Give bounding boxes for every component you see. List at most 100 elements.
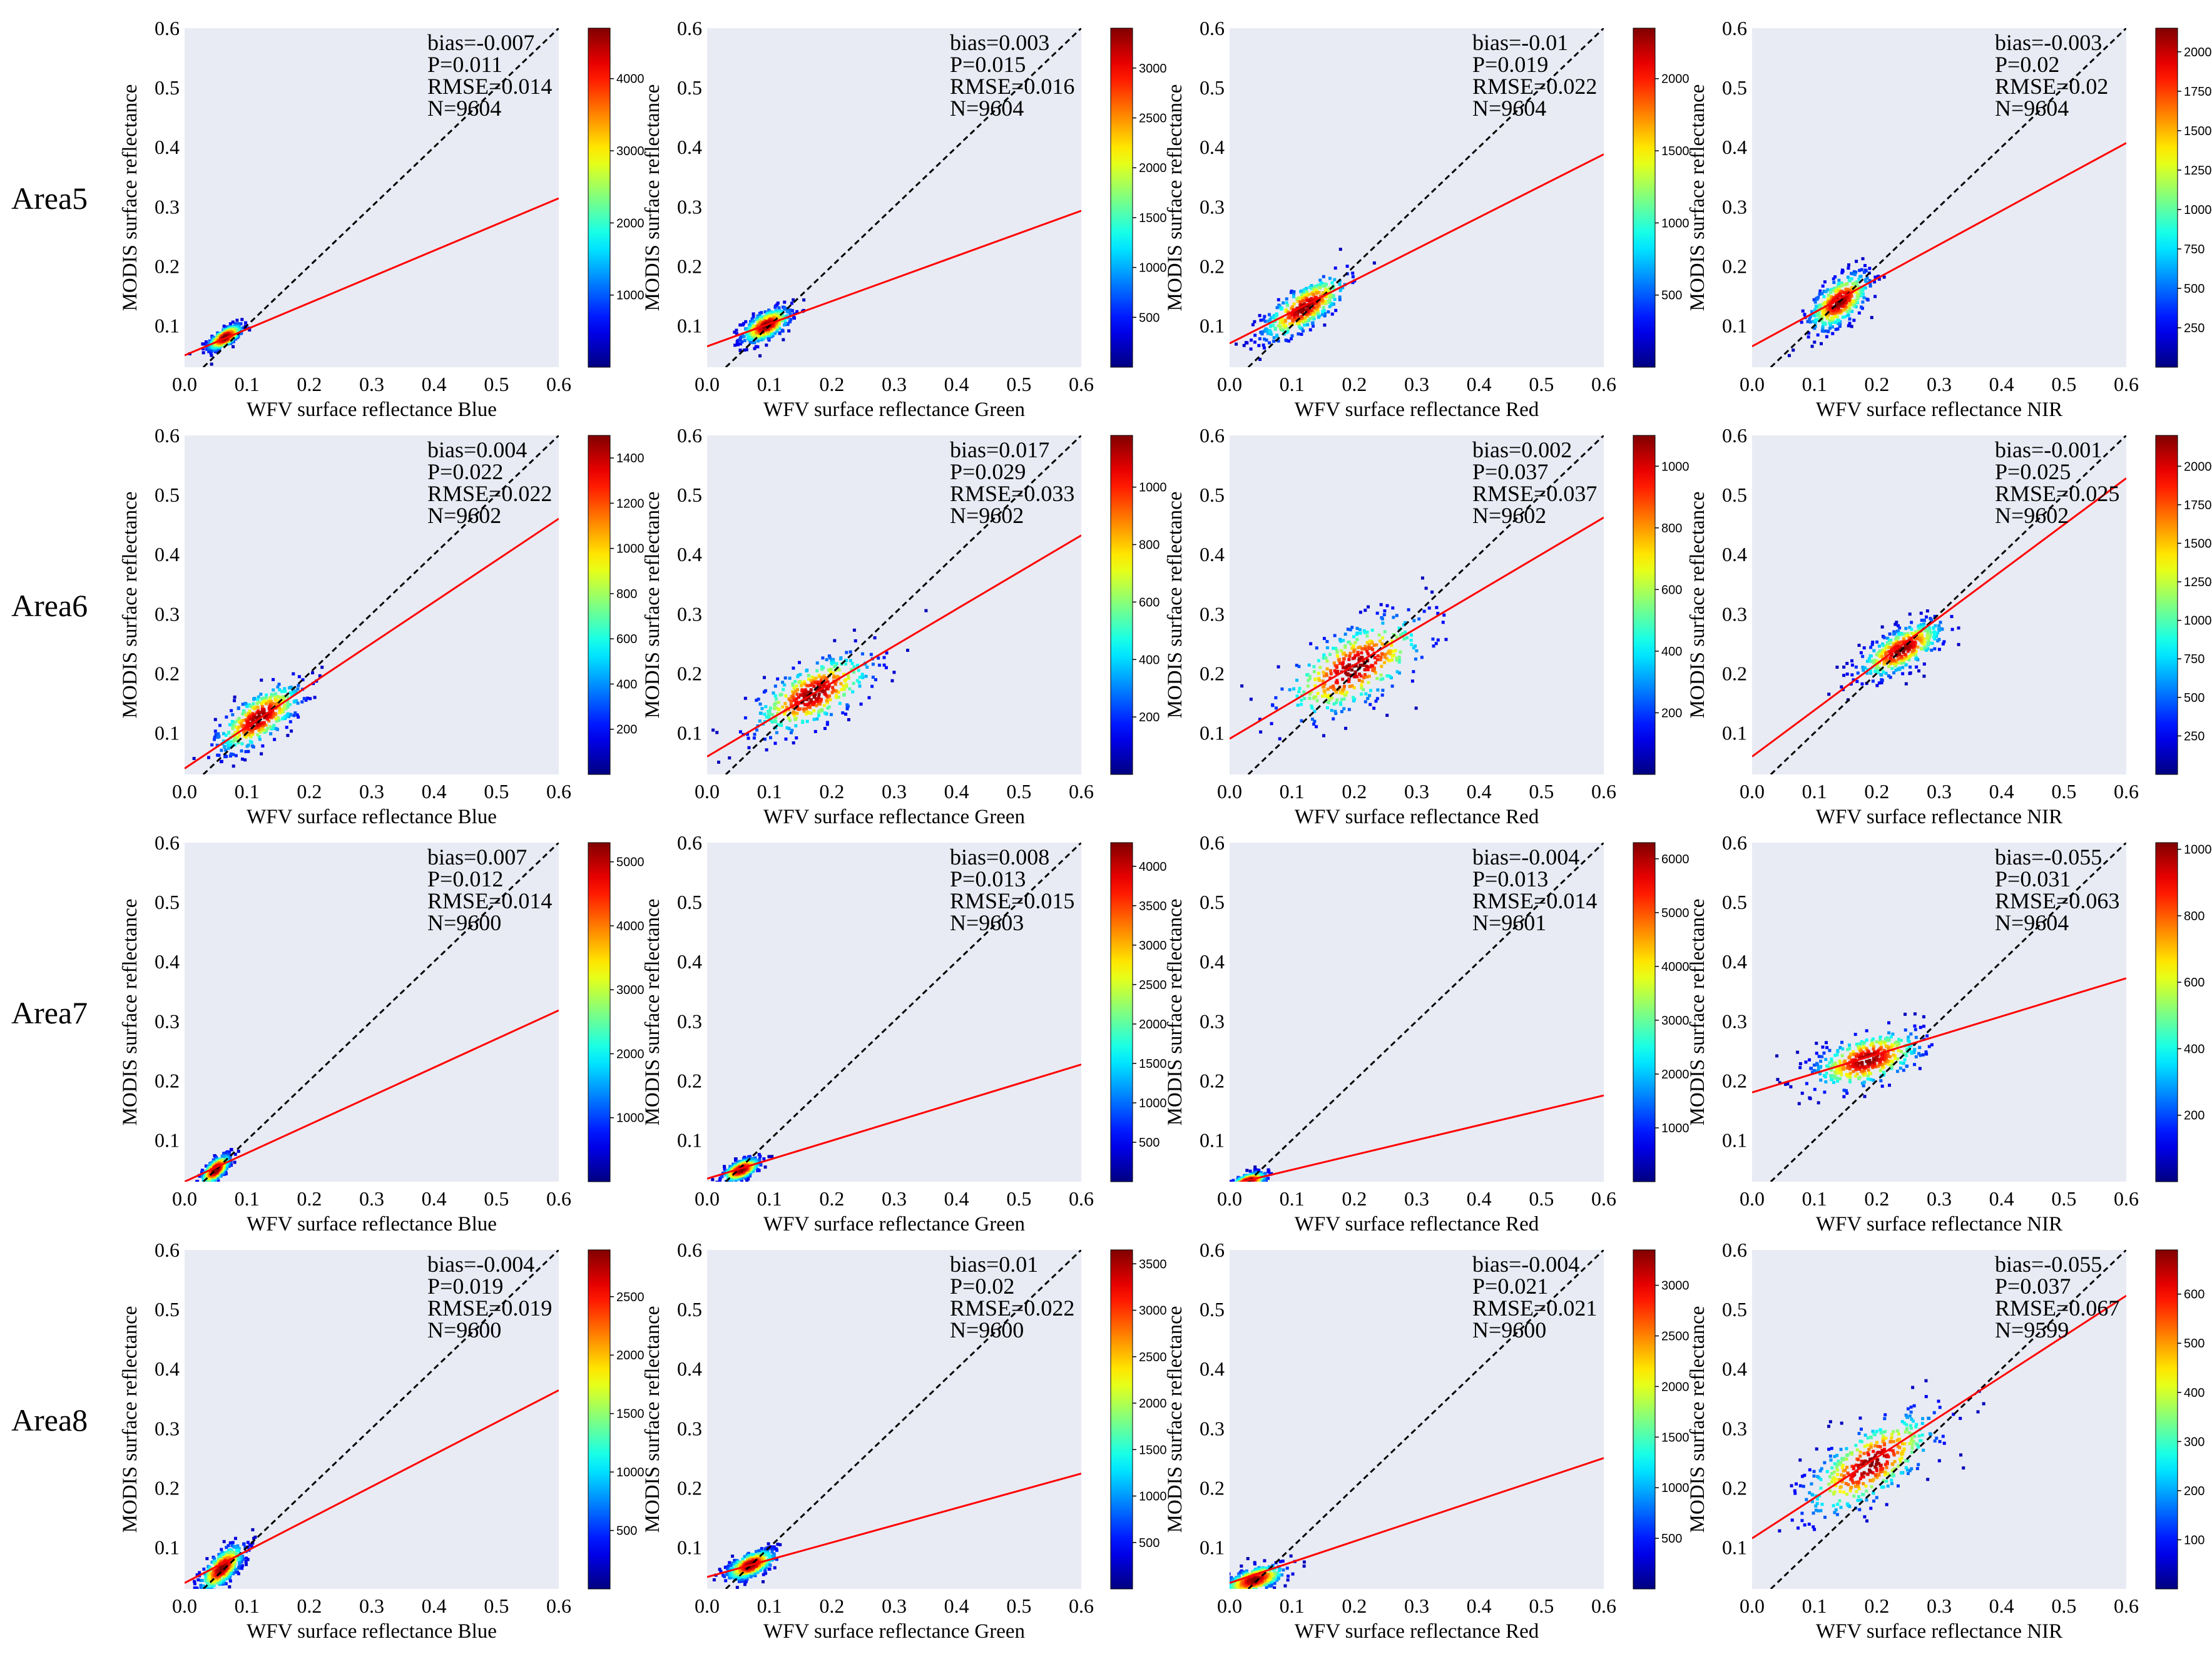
scatter-point — [1912, 633, 1915, 637]
scatter-point — [1910, 621, 1914, 624]
scatter-point — [1898, 646, 1902, 650]
scatter-point — [1316, 311, 1320, 315]
scatter-point — [1325, 706, 1329, 709]
scatter-point — [1902, 661, 1906, 664]
scatter-point — [1877, 275, 1880, 278]
scatter-point — [839, 682, 843, 686]
row-label-area5: Area5 — [11, 181, 88, 216]
x-tick-label: 0.6 — [1069, 373, 1094, 395]
scatter-point — [1851, 282, 1855, 286]
colorbar-tick-label: 2000 — [2184, 46, 2212, 59]
scatter-point — [1261, 330, 1265, 334]
scatter-point — [823, 692, 827, 696]
scatter-point — [1365, 675, 1368, 679]
scatter-point — [1883, 649, 1887, 652]
scatter-point — [1854, 270, 1858, 274]
colorbar-tick-label: 1000 — [1139, 481, 1167, 495]
scatter-point — [820, 667, 824, 671]
scatter-point — [240, 719, 243, 723]
scatter-point — [249, 713, 253, 716]
scatter-point — [1246, 1187, 1249, 1190]
scatter-point — [1233, 1183, 1236, 1186]
scatter-point — [835, 662, 838, 666]
scatter-point — [1847, 263, 1851, 266]
scatter-point — [253, 713, 257, 717]
scatter-point — [769, 332, 773, 336]
colorbar-tick-label: 1750 — [2184, 499, 2212, 512]
scatter-point — [1289, 291, 1293, 295]
scatter-point — [1397, 660, 1401, 664]
scatter-point — [1880, 681, 1883, 684]
scatter-point — [1352, 635, 1355, 639]
scatter-point — [775, 330, 779, 333]
x-tick-label: 0.4 — [944, 1187, 969, 1210]
scatter-point — [735, 332, 738, 336]
panel-area5-blue: 0.0 0.1 0.2 0.3 0.4 0.5 0.60.10.20.30.40.50.6W… — [119, 17, 645, 421]
scatter-point — [1353, 698, 1357, 701]
scatter-point — [780, 328, 784, 332]
scatter-point — [835, 676, 838, 679]
scatter-point — [1368, 703, 1372, 706]
scatter-point — [1359, 674, 1363, 678]
scatter-point — [1344, 726, 1348, 730]
scatter-point — [1926, 647, 1930, 651]
scatter-point — [1877, 277, 1881, 281]
scatter-point — [1924, 629, 1927, 632]
scatter-point — [774, 325, 778, 329]
scatter-point — [1257, 343, 1261, 347]
x-tick-label: 0.5 — [1006, 1187, 1031, 1210]
scatter-point — [205, 1184, 208, 1187]
scatter-point — [1360, 686, 1363, 689]
scatter-density-points — [707, 28, 1081, 367]
scatter-point — [1834, 290, 1838, 294]
scatter-point — [255, 702, 259, 706]
one-to-one-line — [202, 435, 559, 774]
scatter-point — [286, 702, 290, 706]
scatter-point — [1271, 704, 1275, 708]
colorbar-tick-label: 800 — [1661, 522, 1682, 535]
scatter-point — [1301, 319, 1305, 323]
scatter-point — [1880, 625, 1884, 629]
scatter-point — [1323, 312, 1327, 315]
scatter-point — [825, 657, 828, 661]
scatter-point — [1837, 283, 1840, 287]
scatter-point — [775, 313, 779, 317]
scatter-point — [1310, 718, 1314, 721]
scatter-point — [1826, 297, 1830, 301]
scatter-point — [1820, 315, 1824, 318]
scatter-point — [1241, 1182, 1245, 1185]
scatter-point — [1244, 1182, 1247, 1185]
scatter-point — [1873, 662, 1877, 666]
scatter-point — [1919, 611, 1923, 615]
scatter-point — [232, 340, 235, 343]
scatter-point — [1873, 280, 1877, 284]
scatter-point — [1320, 313, 1324, 317]
scatter-point — [1898, 641, 1902, 645]
scatter-point — [1891, 662, 1895, 666]
scatter-point — [264, 696, 268, 700]
scatter-point — [1330, 709, 1333, 713]
scatter-point — [1250, 1183, 1253, 1186]
scatter-point — [231, 320, 235, 324]
scatter-point — [1869, 669, 1873, 673]
scatter-point — [849, 650, 852, 654]
scatter-point — [822, 684, 825, 688]
scatter-point — [1346, 672, 1350, 676]
scatter-point — [1236, 1182, 1239, 1185]
x-axis-title: WFV surface reflectance Green — [763, 398, 1025, 421]
scatter-point — [1925, 629, 1929, 632]
scatter-point — [779, 721, 783, 725]
scatter-point — [200, 1182, 203, 1185]
scatter-point — [1410, 679, 1414, 683]
scatter-point — [275, 719, 278, 723]
scatter-point — [1303, 305, 1307, 308]
scatter-point — [1245, 1169, 1249, 1172]
scatter-point — [885, 651, 889, 655]
scatter-point — [789, 731, 793, 734]
scatter-point — [1328, 676, 1332, 680]
colorbar-tick-label: 1000 — [616, 1112, 645, 1125]
scatter-point — [1830, 316, 1833, 320]
scatter-point — [827, 705, 831, 709]
x-tick-label: 0.5 — [1006, 373, 1031, 395]
y-tick-label: 0.6 — [155, 424, 180, 447]
